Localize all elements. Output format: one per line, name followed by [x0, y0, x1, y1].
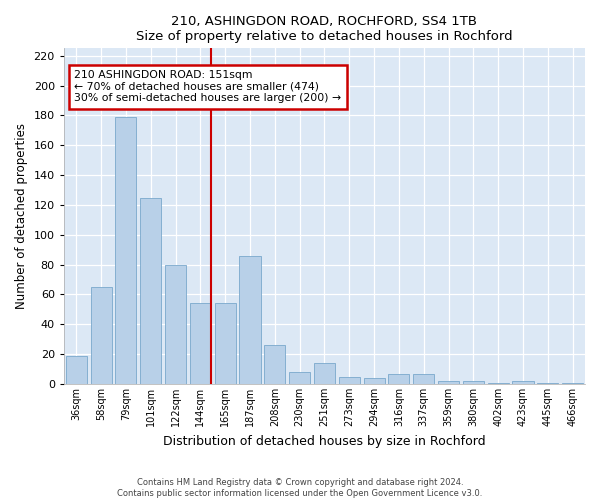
Bar [190, 304, 211, 384]
Bar [115, 117, 136, 384]
Y-axis label: Number of detached properties: Number of detached properties [15, 123, 28, 309]
Bar [413, 374, 434, 384]
Bar [314, 363, 335, 384]
Bar [537, 382, 559, 384]
Text: 210 ASHINGDON ROAD: 151sqm
← 70% of detached houses are smaller (474)
30% of sem: 210 ASHINGDON ROAD: 151sqm ← 70% of deta… [74, 70, 341, 103]
Bar [562, 382, 583, 384]
Bar [215, 304, 236, 384]
Bar [165, 264, 186, 384]
Bar [512, 381, 533, 384]
Bar [364, 378, 385, 384]
Title: 210, ASHINGDON ROAD, ROCHFORD, SS4 1TB
Size of property relative to detached hou: 210, ASHINGDON ROAD, ROCHFORD, SS4 1TB S… [136, 15, 513, 43]
Bar [140, 198, 161, 384]
Bar [338, 376, 360, 384]
Bar [239, 256, 260, 384]
Bar [463, 381, 484, 384]
Text: Contains HM Land Registry data © Crown copyright and database right 2024.
Contai: Contains HM Land Registry data © Crown c… [118, 478, 482, 498]
Bar [65, 356, 87, 384]
Bar [388, 374, 409, 384]
X-axis label: Distribution of detached houses by size in Rochford: Distribution of detached houses by size … [163, 434, 486, 448]
Bar [438, 381, 459, 384]
Bar [488, 382, 509, 384]
Bar [264, 345, 286, 384]
Bar [289, 372, 310, 384]
Bar [91, 287, 112, 384]
